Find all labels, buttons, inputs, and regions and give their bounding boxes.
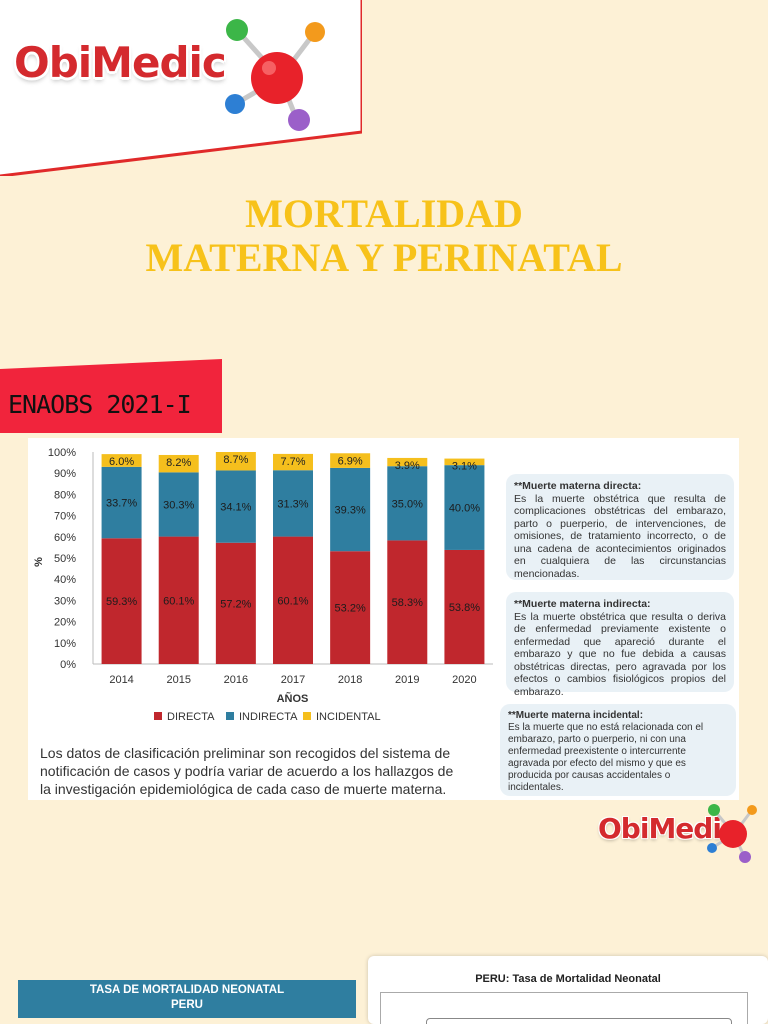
definition-text: Es la muerte que no está relacionada con… bbox=[508, 722, 704, 793]
stacked-bar-chart: 0% 10% 20% 30% 40% 50% 60% 70% 80% 90% 100%% 59.3% 3… bbox=[33, 447, 493, 723]
peru-neonatal-panel: PERU: Tasa de Mortalidad Neonatal bbox=[368, 956, 768, 1024]
peru-panel-frame bbox=[380, 992, 748, 1024]
chart-figure: 0% 10% 20% 30% 40% 50% 60% 70% 80% 90% 100%% 59.3% 3… bbox=[28, 438, 739, 800]
legend-label: DIRECTA bbox=[167, 711, 215, 723]
data-label: 7.7% bbox=[280, 456, 305, 468]
y-tick-label: 10% bbox=[54, 638, 76, 650]
bar-segment-incidental bbox=[215, 452, 256, 471]
bar-segment-incidental bbox=[330, 453, 371, 468]
definition-term: **Muerte materna directa: bbox=[514, 480, 642, 492]
molecule-icon bbox=[707, 804, 757, 863]
data-label: 33.7% bbox=[106, 498, 137, 510]
logo-corner-background bbox=[0, 0, 362, 176]
y-tick-label: 90% bbox=[54, 468, 76, 480]
bar-segment-directa bbox=[444, 549, 485, 664]
bar-segment-incidental bbox=[387, 457, 428, 467]
peru-panel-inner bbox=[426, 1018, 732, 1024]
y-tick-label: 50% bbox=[54, 553, 76, 565]
data-label: 39.3% bbox=[335, 505, 366, 517]
bar-segment-directa bbox=[273, 536, 313, 664]
bar-segment-indirecta bbox=[101, 466, 142, 539]
x-tick-label: 2020 bbox=[452, 674, 476, 686]
data-label: 6.9% bbox=[338, 455, 363, 467]
data-label: 40.0% bbox=[449, 503, 480, 515]
data-label: 3.1% bbox=[452, 461, 477, 473]
data-label: 8.2% bbox=[166, 457, 191, 469]
bar-segment-directa bbox=[101, 538, 142, 664]
data-label: 59.3% bbox=[106, 596, 137, 608]
x-axis-label: AÑOS bbox=[277, 692, 309, 705]
neonatal-rate-header: TASA DE MORTALIDAD NEONATAL PERU bbox=[18, 980, 356, 1018]
legend-swatch-directa bbox=[154, 712, 162, 720]
definition-box-directa: **Muerte materna directa: Es la muerte o… bbox=[506, 474, 734, 580]
legend-swatch-indirecta bbox=[226, 712, 234, 720]
molecule-icon bbox=[225, 19, 325, 131]
legend-label: INCIDENTAL bbox=[316, 711, 381, 723]
bar-segment-directa bbox=[215, 542, 256, 664]
data-label: 60.1% bbox=[163, 595, 194, 607]
brand-logo: ObiMedic bbox=[14, 38, 227, 87]
bar-segment-directa bbox=[387, 540, 428, 664]
y-tick-label: 80% bbox=[54, 489, 76, 501]
data-label: 3.9% bbox=[395, 460, 420, 472]
data-label: 60.1% bbox=[277, 595, 308, 607]
neonatal-rate-country: PERU bbox=[171, 999, 203, 1011]
bar-segment-indirecta bbox=[273, 470, 313, 537]
title-line-1: MORTALIDAD bbox=[245, 191, 523, 236]
definition-text: Es la muerte obstétrica que resulta de c… bbox=[514, 492, 726, 580]
definition-box-incidental: **Muerte materna incidental: Es la muert… bbox=[500, 704, 736, 796]
y-tick-label: 60% bbox=[54, 532, 76, 544]
bar-segment-incidental bbox=[101, 454, 142, 467]
bar-segment-indirecta bbox=[215, 470, 256, 543]
bar-segment-indirecta bbox=[330, 467, 371, 552]
bar-segment-indirecta bbox=[444, 465, 485, 550]
data-label: 8.7% bbox=[223, 454, 248, 466]
definition-box-indirecta: **Muerte materna indirecta: Es la muerte… bbox=[506, 592, 734, 698]
title-line-2: MATERNA Y PERINATAL bbox=[145, 235, 623, 280]
bar-segment-indirecta bbox=[158, 472, 199, 537]
neonatal-rate-title: TASA DE MORTALIDAD NEONATAL bbox=[89, 984, 285, 996]
data-label: 35.0% bbox=[392, 498, 423, 510]
data-label: 58.3% bbox=[392, 597, 423, 609]
data-label: 6.0% bbox=[109, 456, 134, 468]
bar-segment-directa bbox=[330, 551, 371, 664]
y-tick-label: 70% bbox=[54, 511, 76, 523]
x-tick-label: 2019 bbox=[395, 674, 419, 686]
data-label: 30.3% bbox=[163, 499, 194, 511]
legend-label: INDIRECTA bbox=[239, 711, 298, 723]
y-axis-label: % bbox=[33, 557, 45, 567]
bar-segment-directa bbox=[158, 536, 199, 664]
y-tick-label: 30% bbox=[54, 595, 76, 607]
y-tick-label: 100% bbox=[48, 447, 76, 459]
x-tick-label: 2015 bbox=[166, 674, 190, 686]
peru-panel-title: PERU: Tasa de Mortalidad Neonatal bbox=[475, 973, 661, 985]
bar-segment-incidental bbox=[273, 453, 313, 471]
definition-term: **Muerte materna incidental: bbox=[508, 710, 644, 721]
x-tick-label: 2018 bbox=[338, 674, 362, 686]
x-tick-label: 2016 bbox=[224, 674, 248, 686]
page-title: MORTALIDAD MATERNA Y PERINATAL bbox=[0, 192, 768, 280]
footnote: Los datos de clasificación preliminar so… bbox=[40, 745, 454, 797]
x-tick-label: 2014 bbox=[109, 674, 133, 686]
x-tick-label: 2017 bbox=[281, 674, 305, 686]
y-tick-label: 40% bbox=[54, 574, 76, 586]
data-label: 53.2% bbox=[335, 603, 366, 615]
bar-segment-incidental bbox=[444, 458, 485, 466]
banner-label: ENAOBS 2021-I bbox=[8, 390, 192, 419]
definition-text: Es la muerte obstétrica que resulta o de… bbox=[514, 610, 726, 698]
definition-term: **Muerte materna indirecta: bbox=[514, 598, 651, 610]
brand-logo-small: ObiMedic bbox=[598, 812, 738, 845]
data-label: 31.3% bbox=[277, 498, 308, 510]
bar-segment-incidental bbox=[158, 454, 199, 473]
y-tick-label: 20% bbox=[54, 617, 76, 629]
legend-swatch-incidental bbox=[303, 712, 311, 720]
banner-background bbox=[0, 359, 222, 433]
data-label: 53.8% bbox=[449, 602, 480, 614]
y-tick-label: 0% bbox=[60, 659, 76, 671]
data-label: 57.2% bbox=[220, 598, 251, 610]
bar-segment-indirecta bbox=[387, 466, 428, 541]
data-label: 34.1% bbox=[220, 502, 251, 514]
